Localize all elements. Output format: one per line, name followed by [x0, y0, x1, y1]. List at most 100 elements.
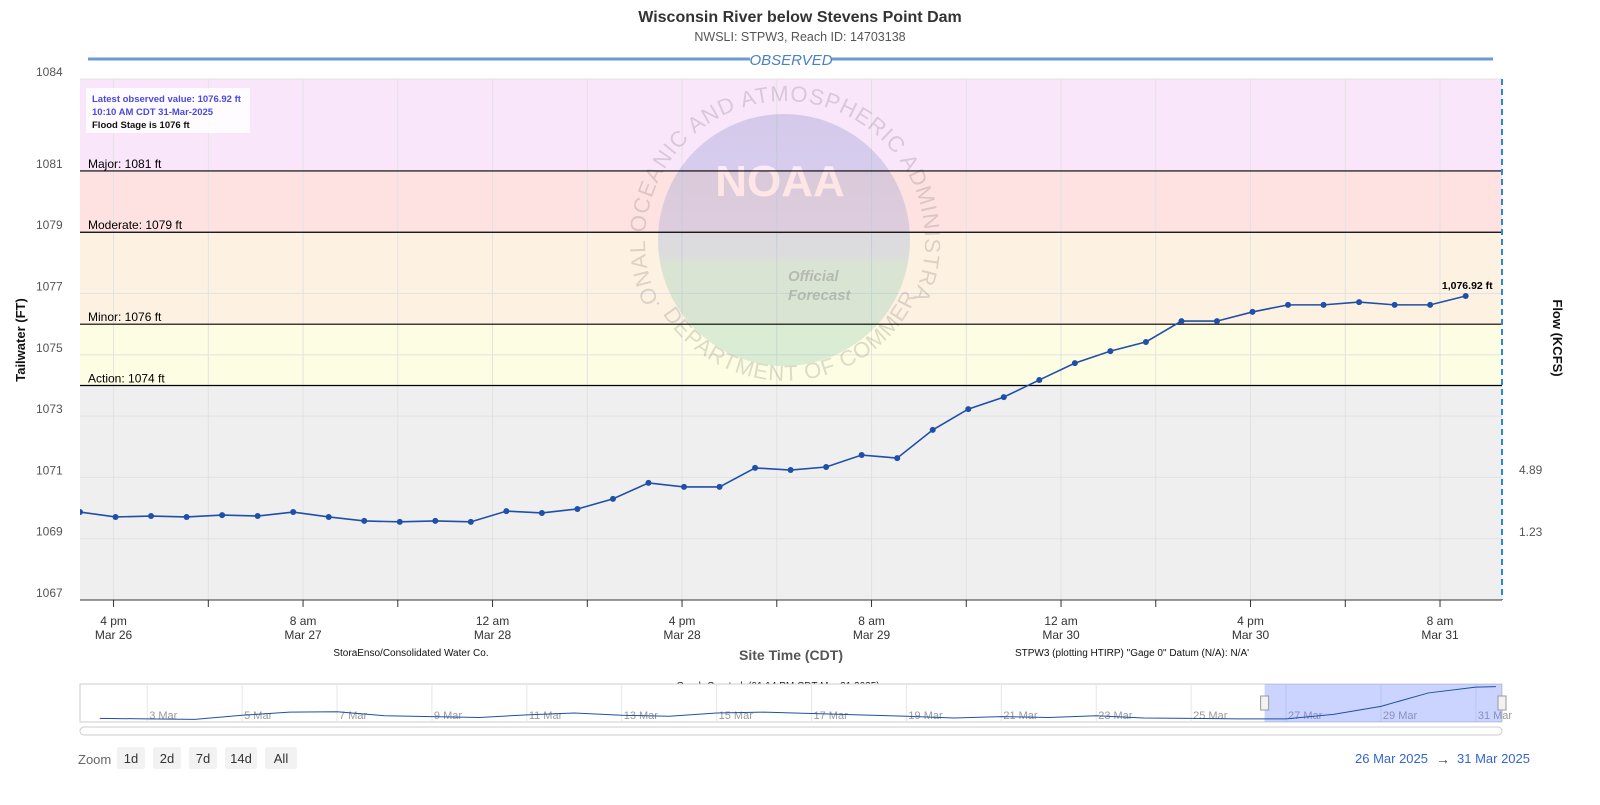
navigator-tick-label: 23 Mar	[1098, 710, 1133, 722]
chart-subtitle: NWSLI: STPW3, Reach ID: 14703138	[694, 30, 905, 44]
banner-bg	[750, 49, 832, 69]
navigator-tick-label: 17 Mar	[814, 710, 849, 722]
scrollbar-track[interactable]	[79, 726, 1503, 736]
navigator-selection[interactable]	[1264, 684, 1502, 722]
navigator-handle[interactable]	[1260, 695, 1270, 711]
data-point	[538, 509, 545, 516]
data-point	[609, 495, 616, 502]
navigator-tick-label: 31 Mar	[1478, 710, 1513, 722]
threshold-label: Moderate: 1079 ft	[88, 218, 183, 232]
footnote: StoraEnso/Consolidated Water Co.	[333, 648, 488, 659]
data-point	[1427, 301, 1434, 308]
data-point	[1178, 318, 1185, 325]
zoom-button-label[interactable]: All	[274, 751, 289, 766]
data-point	[1213, 318, 1220, 325]
data-point	[396, 518, 403, 525]
data-point	[574, 505, 581, 512]
y2-tick-label: 1.23	[1519, 525, 1543, 539]
data-point	[716, 483, 723, 490]
watermark-stamp: Official Forecast	[788, 268, 852, 304]
y-tick-label: 1075	[36, 341, 63, 355]
data-point	[1320, 301, 1327, 308]
navigator-tick-label: 9 Mar	[434, 710, 462, 722]
zoom-button-label[interactable]: 7d	[196, 751, 210, 766]
watermark-logo	[658, 114, 910, 366]
x-tick-label: Mar 29	[853, 628, 891, 642]
y-tick-label: 1084	[36, 65, 63, 79]
data-point	[183, 513, 190, 520]
x-tick-label: 8 am	[858, 614, 885, 628]
stamp-line: Forecast	[788, 287, 852, 304]
x-axis-title: Site Time (CDT)	[739, 647, 843, 663]
data-point	[80, 509, 83, 516]
data-point	[325, 513, 332, 520]
chart-title: Wisconsin River below Stevens Point Dam	[638, 9, 962, 26]
footnote: STPW3 (plotting HTIRP) "Gage 0" Datum (N…	[1015, 648, 1249, 659]
data-point	[219, 512, 226, 519]
y-tick-label: 1071	[36, 463, 63, 477]
x-tick-label: 4 pm	[669, 614, 696, 628]
navigator-tick-label: 7 Mar	[339, 710, 367, 722]
zoom-button[interactable]	[265, 747, 297, 769]
navigator-tick-label: 29 Mar	[1383, 710, 1418, 722]
data-point	[1462, 292, 1469, 299]
y-tick-label: 1067	[36, 586, 63, 600]
y-tick-label: 1069	[36, 525, 63, 539]
y-axis-title: Tailwater (FT)	[13, 298, 28, 382]
data-point	[894, 455, 901, 462]
navigator-handle[interactable]	[1497, 695, 1507, 711]
flood-thresholds: Action: 1074 ft Minor: 1076 ft Moderate: 1…	[80, 157, 1502, 387]
y-tick-label: 1077	[36, 280, 63, 294]
series	[80, 292, 1469, 525]
x-tick-label: 12 am	[1044, 614, 1077, 628]
y-tick-label: 1079	[36, 218, 63, 232]
data-point	[1036, 376, 1043, 383]
x-tick-label: 12 am	[476, 614, 509, 628]
data-point	[1142, 338, 1149, 345]
zoom-button-label[interactable]: 2d	[160, 751, 174, 766]
watermark-logo-text: NOAA	[715, 157, 845, 206]
info-text: Latest observed value: 1076.92 ft	[92, 94, 242, 105]
y2-axis-title: Flow (KCFS)	[1550, 299, 1565, 376]
x-tick-label: Mar 27	[284, 628, 322, 642]
zoom-button[interactable]	[117, 747, 145, 769]
threshold-label: Major: 1081 ft	[88, 157, 162, 171]
data-point	[645, 479, 652, 486]
range-to[interactable]: 31 Mar 2025	[1457, 751, 1530, 766]
data-point	[929, 426, 936, 433]
zoom-label: Zoom	[78, 752, 111, 767]
data-point	[1285, 301, 1292, 308]
x-tick-label: 8 am	[290, 614, 317, 628]
zoom-button[interactable]	[225, 747, 257, 769]
zoom-button-label[interactable]: 1d	[124, 751, 138, 766]
data-point	[254, 513, 261, 520]
zoom-button[interactable]	[153, 747, 181, 769]
navigator-tick-label: 19 Mar	[908, 710, 943, 722]
data-point	[1000, 394, 1007, 401]
info-text: Flood Stage is 1076 ft	[92, 120, 190, 131]
info-text: 10:10 AM CDT 31-Mar-2025	[92, 107, 214, 118]
data-point	[148, 513, 155, 520]
data-point	[858, 452, 865, 459]
navigator-tick-label: 25 Mar	[1193, 710, 1228, 722]
info-box	[86, 88, 250, 133]
zoom-button-label[interactable]: 14d	[230, 751, 252, 766]
x-tick-label: 4 pm	[100, 614, 127, 628]
navigator-tick-label: 5 Mar	[244, 710, 272, 722]
threshold-label: Action: 1074 ft	[88, 371, 165, 385]
data-point	[1071, 360, 1078, 367]
zoom-button[interactable]	[189, 747, 217, 769]
threshold-label: Minor: 1076 ft	[88, 310, 162, 324]
data-point	[1391, 301, 1398, 308]
range-from[interactable]: 26 Mar 2025	[1355, 751, 1428, 766]
y2-tick-label: 4.89	[1519, 463, 1543, 477]
data-point	[752, 464, 759, 471]
y-tick-label: 1073	[36, 402, 63, 416]
x-tick-label: Mar 28	[474, 628, 512, 642]
range-arrow: →	[1436, 751, 1450, 767]
data-point	[290, 509, 297, 516]
data-point	[681, 483, 688, 490]
x-tick-label: Mar 28	[663, 628, 701, 642]
